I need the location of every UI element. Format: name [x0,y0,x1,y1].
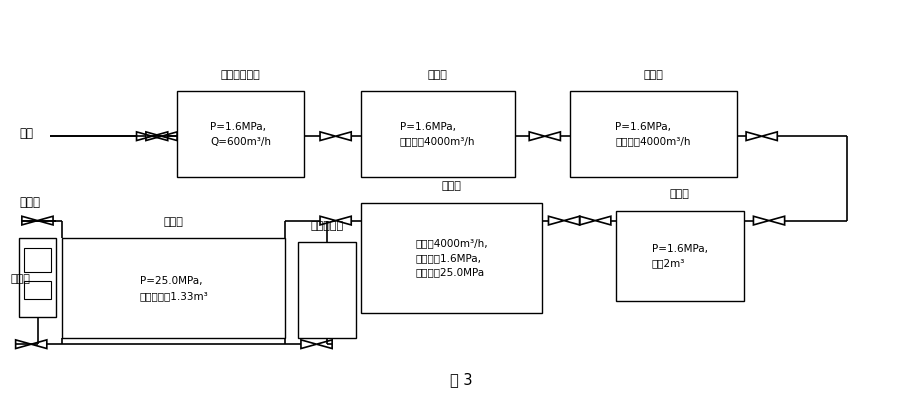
Bar [361,91,515,178]
Text: 顺序控制盘: 顺序控制盘 [310,220,343,231]
Bar [63,238,285,338]
Bar [616,211,744,301]
Bar [361,203,542,313]
Bar [569,91,737,178]
Text: P=1.6MPa,
脖硫能劔4000m³/h: P=1.6MPa, 脖硫能劔4000m³/h [400,122,475,146]
Text: 图 3: 图 3 [450,373,473,387]
Text: 缓冲器: 缓冲器 [670,189,689,199]
Text: 干燥器: 干燥器 [643,70,664,80]
Bar [19,238,56,317]
Text: 压缩机: 压缩机 [441,181,462,191]
Bar [298,242,356,338]
Text: 总排量4000m³/h,
进口压力1.6MPa,
出口压力25.0MPa: 总排量4000m³/h, 进口压力1.6MPa, 出口压力25.0MPa [415,238,487,278]
Text: 气源: 气源 [19,127,33,140]
Text: P=1.6MPa,
干燥能劔4000m³/h: P=1.6MPa, 干燥能劔4000m³/h [616,122,691,146]
Text: P=1.6MPa,
容积2m³: P=1.6MPa, 容积2m³ [652,244,708,268]
Text: 售气机: 售气机 [10,275,30,285]
Text: P=1.6MPa,
Q=600m³/h: P=1.6MPa, Q=600m³/h [210,122,270,146]
Text: 调压计量装置: 调压计量装置 [221,70,260,80]
Text: 脖硫塔: 脖硫塔 [427,70,448,80]
Text: P=25.0MPa,
单个水容积1.33m³: P=25.0MPa, 单个水容积1.33m³ [139,276,209,300]
Bar [177,91,304,178]
Text: 加气柱: 加气柱 [19,197,41,209]
Text: 储气井: 储气井 [164,217,184,227]
Bar [24,248,52,271]
Bar [24,281,52,299]
